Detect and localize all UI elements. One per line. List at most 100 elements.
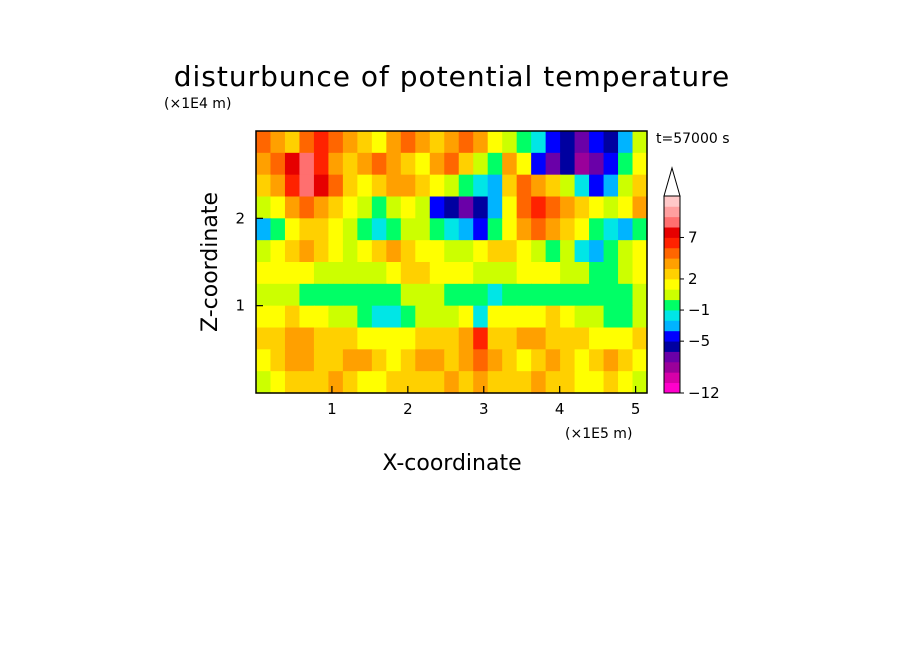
chart-title: disturbunce of potential temperature — [174, 60, 731, 93]
heatmap-cell — [516, 262, 532, 285]
y-tick-label: 1 — [235, 297, 245, 315]
heatmap-cell — [473, 283, 489, 307]
heatmap-cell — [299, 196, 315, 219]
heatmap-cell — [618, 174, 634, 198]
heatmap-cell — [560, 196, 576, 219]
heatmap-cell — [270, 305, 286, 329]
heatmap-cell — [444, 131, 460, 154]
heatmap-cell — [487, 152, 503, 176]
colorbar-band — [664, 196, 680, 207]
x-ticks: 1 2 3 4 5 — [327, 386, 640, 418]
heatmap-cell — [386, 283, 402, 307]
heatmap-cell — [371, 196, 387, 219]
heatmap-cell — [502, 371, 518, 394]
heatmap-cell — [603, 349, 619, 372]
heatmap-cell — [256, 349, 272, 372]
heatmap-cell — [284, 174, 301, 198]
heatmap-cell — [444, 152, 460, 176]
heatmap-cell — [487, 283, 503, 307]
heatmap-cell — [357, 174, 373, 198]
colorbar-level-label: 7 — [688, 228, 698, 246]
heatmap-cell — [516, 240, 532, 263]
heatmap-cell — [429, 262, 445, 285]
heatmap-cell — [299, 327, 315, 350]
heatmap-cell — [415, 174, 431, 198]
colorbar-band — [664, 268, 680, 280]
heatmap-cell — [342, 305, 358, 329]
heatmap-cell — [270, 196, 286, 219]
heatmap-cell — [531, 327, 547, 350]
heatmap-cell — [574, 196, 590, 219]
heatmap-cell — [487, 327, 503, 350]
colorbar-band — [664, 247, 680, 259]
heatmap-cell — [632, 349, 648, 372]
heatmap-cell — [473, 152, 489, 176]
heatmap-cell — [429, 152, 445, 176]
heatmap-cell — [400, 349, 416, 372]
heatmap-cell — [618, 240, 634, 263]
heatmap-cell — [400, 262, 416, 285]
heatmap-cell — [487, 218, 503, 241]
heatmap-cell — [357, 305, 373, 329]
heatmap-cell — [632, 327, 648, 350]
heatmap-cell — [313, 305, 330, 329]
heatmap-cell — [560, 218, 576, 241]
heatmap-cell — [400, 131, 416, 154]
heatmap-cell — [284, 283, 301, 307]
heatmap-cell — [299, 262, 315, 285]
heatmap-cell — [560, 240, 576, 263]
heatmap-cell — [386, 131, 402, 154]
heatmap-cell — [328, 174, 344, 198]
heatmap-cell — [574, 174, 590, 198]
heatmap-cell — [342, 283, 358, 307]
heatmap-cell — [618, 305, 634, 329]
heatmap-cell — [415, 152, 431, 176]
heatmap-cell — [256, 283, 272, 307]
heatmap-cell — [371, 174, 387, 198]
heatmap-cell — [545, 240, 561, 263]
heatmap-cell — [342, 152, 358, 176]
heatmap-cell — [256, 218, 272, 241]
heatmap-cell — [473, 131, 489, 154]
heatmap-cell — [531, 152, 547, 176]
heatmap-cell — [284, 152, 301, 176]
heatmap-cell — [313, 174, 330, 198]
heatmap-cell — [429, 218, 445, 241]
colorbar-band — [664, 206, 680, 218]
heatmap-cell — [589, 240, 605, 263]
heatmap-cell — [386, 152, 402, 176]
heatmap-cell — [516, 196, 532, 219]
heatmap-cell — [313, 131, 330, 154]
heatmap-cell — [313, 349, 330, 372]
heatmap-cell — [415, 196, 431, 219]
heatmap-cell — [256, 174, 272, 198]
heatmap-cell — [516, 305, 532, 329]
colorbar-extend-arrow — [663, 166, 681, 197]
heatmap-cell — [458, 131, 474, 154]
heatmap-cell — [603, 174, 619, 198]
heatmap-cell — [444, 174, 460, 198]
heatmap-cell — [487, 349, 503, 372]
colorbar-level-label: −5 — [688, 332, 710, 350]
heatmap-cell — [589, 305, 605, 329]
heatmap-cell — [487, 174, 503, 198]
heatmap-cell — [473, 305, 489, 329]
heatmap-cell — [415, 305, 431, 329]
heatmap-cell — [516, 371, 532, 394]
heatmap-cell — [299, 131, 315, 154]
heatmap-cell — [574, 283, 590, 307]
heatmap-cell — [531, 283, 547, 307]
heatmap-cell — [473, 327, 489, 350]
heatmap-cell — [516, 131, 532, 154]
heatmap-cell — [444, 283, 460, 307]
heatmap-cell — [473, 240, 489, 263]
heatmap-cell — [371, 262, 387, 285]
x-tick-label: 5 — [631, 400, 641, 418]
heatmap-cell — [328, 131, 344, 154]
colorbar-band — [664, 330, 680, 342]
heatmap-cell — [429, 240, 445, 263]
heatmap-cell — [415, 262, 431, 285]
heatmap-cell — [371, 240, 387, 263]
heatmap-cell — [560, 131, 576, 154]
